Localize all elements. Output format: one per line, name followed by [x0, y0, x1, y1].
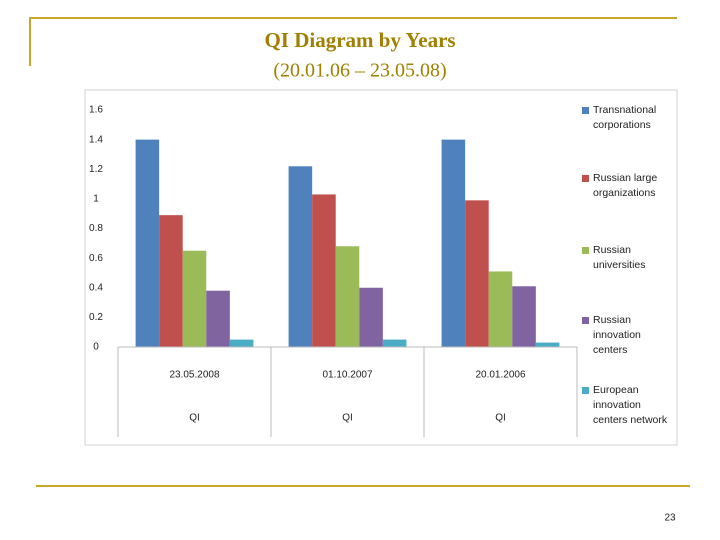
bar — [206, 290, 230, 347]
legend-item: European innovation centers network — [582, 383, 674, 428]
bar — [359, 287, 383, 347]
bar — [535, 342, 560, 347]
y-tick-label: 0.2 — [89, 312, 103, 323]
bar — [488, 271, 513, 347]
legend-label: Russian universities — [593, 244, 646, 271]
chart-subtitle: (20.01.06 – 23.05.08) — [273, 60, 446, 82]
legend-swatch — [582, 247, 589, 254]
bar — [512, 286, 536, 347]
y-tick-label: 1.2 — [89, 164, 103, 175]
legend-swatch — [582, 387, 589, 394]
y-tick-label: 1.6 — [89, 105, 103, 116]
legend-swatch — [582, 317, 589, 324]
legend-label: Transnational corporations — [593, 104, 657, 131]
y-tick-label: 1 — [93, 194, 99, 205]
legend-item: Russian universities — [582, 243, 674, 273]
bar — [335, 246, 360, 347]
bar — [229, 339, 254, 347]
bar — [159, 215, 183, 347]
legend-item: Transnational corporations — [582, 103, 674, 133]
legend-swatch — [582, 107, 589, 114]
legend-item: Russian innovation centers — [582, 313, 674, 358]
legend-label: Russian innovation centers — [593, 314, 641, 356]
y-tick-label: 0 — [93, 342, 99, 353]
page-number: 23 — [664, 513, 676, 524]
x-tick-label: 23.05.2008 — [169, 370, 219, 381]
legend-label: Russian large organizations — [593, 172, 658, 199]
x-group-label: QI — [495, 413, 506, 424]
x-group-label: QI — [189, 413, 200, 424]
x-tick-label: 01.10.2007 — [322, 370, 372, 381]
bar — [182, 250, 207, 347]
bar — [288, 166, 313, 347]
legend-swatch — [582, 175, 589, 182]
x-tick-label: 20.01.2006 — [475, 370, 525, 381]
y-tick-label: 0.8 — [89, 223, 103, 234]
bar — [441, 139, 466, 347]
chart-frame — [84, 89, 678, 446]
bar — [382, 339, 407, 347]
y-tick-label: 0.6 — [89, 253, 103, 264]
chart-title: QI Diagram by Years — [264, 28, 455, 52]
bar — [465, 200, 489, 347]
legend-item: Russian large organizations — [582, 171, 674, 201]
bar — [312, 194, 336, 347]
y-tick-label: 1.4 — [89, 134, 103, 145]
x-group-label: QI — [342, 413, 353, 424]
legend-label: European innovation centers network — [593, 384, 668, 426]
y-tick-label: 0.4 — [89, 282, 103, 293]
bar — [135, 139, 160, 347]
